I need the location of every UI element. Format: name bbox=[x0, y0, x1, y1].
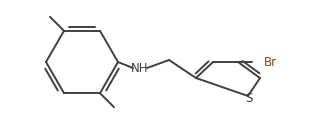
Text: S: S bbox=[245, 92, 253, 104]
Text: NH: NH bbox=[131, 62, 149, 75]
Text: Br: Br bbox=[264, 55, 277, 68]
